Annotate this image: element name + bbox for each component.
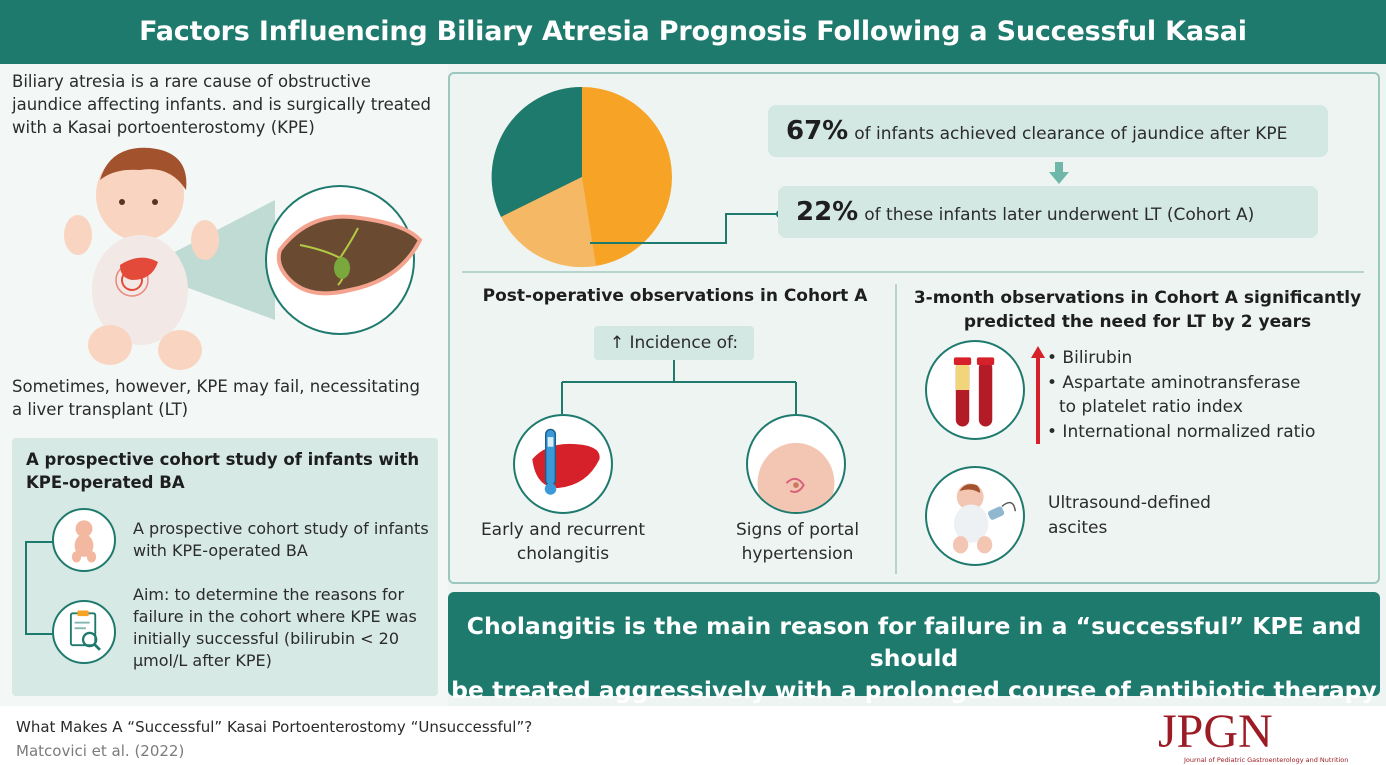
vertical-divider	[895, 284, 897, 574]
conclusion-banner: Cholangitis is the main reason for failu…	[448, 592, 1380, 704]
three-month-title: 3-month observations in Cohort A signifi…	[913, 288, 1362, 332]
clipboard-icon	[52, 600, 116, 664]
study-connector	[25, 541, 64, 635]
baby-liver-illustration	[64, 147, 423, 370]
lt-stat: 22% of these infants later underwent LT (…	[778, 186, 1318, 238]
clearance-text: of infants achieved clearance of jaundic…	[854, 124, 1288, 144]
horizontal-divider	[462, 271, 1364, 273]
pie-slice-lt	[501, 177, 596, 268]
lt-value: 22%	[796, 197, 859, 227]
clearance-stat: 67% of infants achieved clearance of jaun…	[768, 105, 1328, 157]
postop-title: Post-operative observations in Cohort A	[482, 286, 868, 306]
header-banner: Factors Influencing Biliary Atresia Prog…	[0, 0, 1386, 111]
arrow-up-icon	[1031, 346, 1045, 444]
study-description: A prospective cohort study of infants wi…	[133, 519, 429, 560]
ultrasound-infant-icon	[925, 466, 1025, 566]
portal-hypertension-icon	[746, 414, 846, 514]
clearance-pie-chart	[491, 86, 672, 268]
cholangitis-label: Early and recurrent cholangitis	[480, 520, 646, 564]
intro-text: Biliary atresia is a rare cause of obstr…	[12, 72, 431, 137]
incidence-label: ↑ Incidence of:	[594, 326, 754, 360]
clearance-value: 67%	[786, 116, 849, 146]
cholangitis-icon	[513, 414, 613, 514]
jpgn-logo: JPGN Journal of Pediatric Gastroenterolo…	[1158, 705, 1358, 764]
predictor-item: • Aspartate aminotransferase	[1047, 372, 1301, 393]
study-aim: Aim: to determine the reasons for failur…	[133, 585, 417, 670]
pie-slice-no-clearance	[491, 86, 582, 217]
predictor-item: • International normalized ratio	[1047, 421, 1316, 442]
lt-text: of these infants later underwent LT (Coh…	[864, 205, 1255, 225]
infant-icon	[52, 508, 116, 572]
predictor-item: • Bilirubin	[1047, 348, 1133, 368]
logo-subtitle: Journal of Pediatric Gastroenterology an…	[1184, 756, 1349, 764]
failure-text: Sometimes, however, KPE may fail, necess…	[12, 377, 420, 419]
ascites-label: Ultrasound-defined ascites	[1048, 493, 1211, 538]
incidence-tree-lines	[561, 360, 797, 414]
portal-hypertension-label: Signs of portal hypertension	[735, 520, 860, 564]
logo-text: JPGN	[1158, 705, 1273, 758]
study-box: A prospective cohort study of infants wi…	[12, 438, 438, 696]
pie-connector-line	[590, 210, 784, 244]
predictor-item: to platelet ratio index	[1059, 397, 1243, 417]
footer-author: Matcovici et al. (2022)	[16, 742, 185, 760]
predictor-list: • Bilirubin • Aspartate aminotransferase…	[1047, 346, 1367, 444]
footer-article-title: What Makes A “Successful” Kasai Portoent…	[16, 718, 533, 736]
blood-tubes-icon	[925, 340, 1025, 440]
study-title: A prospective cohort study of infants wi…	[26, 450, 420, 492]
conclusion-line-2: be treated aggressively with a prolonged…	[451, 676, 1377, 704]
arrow-down-icon	[1049, 162, 1069, 184]
page-title: Factors Influencing Biliary Atresia Prog…	[139, 16, 1247, 111]
conclusion-line-1: Cholangitis is the main reason for failu…	[466, 612, 1362, 672]
